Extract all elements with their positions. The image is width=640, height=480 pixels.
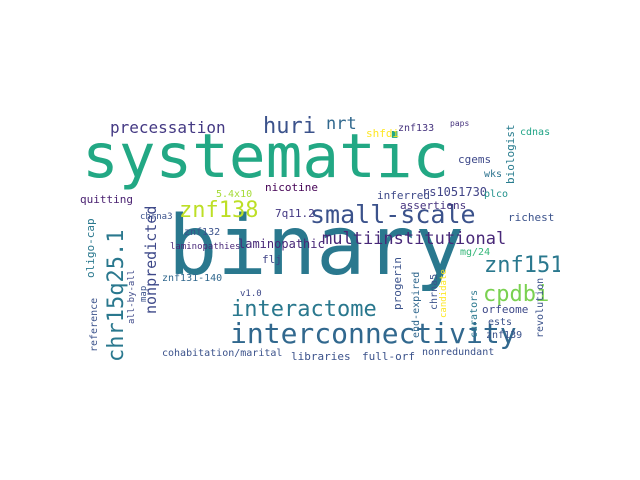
cloud-word: end-expired bbox=[411, 271, 422, 338]
cloud-word: richest bbox=[508, 211, 555, 224]
cloud-word: plco bbox=[484, 189, 509, 200]
cloud-word: progerin bbox=[391, 257, 404, 310]
cloud-word: multiinstitutional bbox=[322, 229, 507, 249]
cloud-word: shfdi bbox=[366, 127, 400, 140]
cloud-word: cdnas bbox=[520, 127, 551, 138]
cloud-word: 7q11.2 bbox=[275, 207, 315, 220]
cloud-word: nrt bbox=[326, 114, 357, 134]
cloud-word: znf132 bbox=[184, 227, 221, 238]
cloud-word: ests bbox=[488, 317, 513, 328]
cloud-word: huri bbox=[263, 114, 316, 139]
cloud-word: znf139 bbox=[486, 330, 523, 341]
cloud-word: biologist bbox=[504, 124, 517, 184]
cloud-word: paps bbox=[450, 119, 470, 128]
cloud-word: curators bbox=[469, 289, 480, 338]
cloud-word: full-orf bbox=[362, 350, 415, 363]
cloud-word: laminopathies bbox=[170, 242, 241, 252]
word-cloud: systematic binary interconnectivity smal… bbox=[80, 106, 560, 372]
cloud-word: znf151 bbox=[484, 253, 560, 278]
cloud-word: chrna3 bbox=[140, 212, 173, 222]
cloud-word: candidate bbox=[439, 269, 449, 318]
cloud-word: nicotine bbox=[265, 181, 318, 194]
cloud-word: interactome bbox=[231, 297, 377, 322]
cloud-word: nonredundant bbox=[422, 347, 495, 358]
cloud-word: 5.4x10 bbox=[216, 189, 253, 200]
cloud-word: wks bbox=[484, 169, 503, 180]
cloud-word: reference bbox=[89, 297, 100, 352]
cloud-word: oligo-cap bbox=[84, 218, 97, 278]
cloud-word: laminopathic bbox=[238, 237, 325, 251]
cloud-word: all-by-all bbox=[127, 269, 137, 324]
cloud-word: assertions bbox=[400, 199, 467, 212]
cloud-word: systematic bbox=[82, 121, 450, 192]
cloud-word: v1.0 bbox=[240, 289, 262, 299]
cloud-word: inferred bbox=[377, 189, 430, 202]
cloud-word: flj bbox=[262, 253, 282, 266]
cloud-word: binary bbox=[168, 199, 465, 294]
cloud-word: cpdbi bbox=[483, 282, 550, 307]
cloud-word: map bbox=[139, 285, 149, 302]
cloud-word: revolution bbox=[535, 277, 546, 338]
cloud-word: interconnectivity bbox=[230, 317, 517, 350]
cloud-word: chr15q25.1 bbox=[104, 229, 129, 362]
cloud-word: cgems bbox=[458, 153, 492, 166]
cloud-word: small-scale bbox=[310, 200, 476, 229]
cloud-word: precessation bbox=[110, 118, 226, 137]
cloud-word: libraries bbox=[291, 350, 351, 363]
cloud-word: rs1051730 bbox=[422, 185, 488, 199]
cloud-word: znf133 bbox=[398, 123, 435, 134]
cloud-word: mg/24 bbox=[460, 247, 491, 258]
cloud-word: quitting bbox=[80, 193, 133, 206]
cloud-word: orfeome bbox=[482, 303, 529, 316]
cloud-word: znf138 bbox=[179, 198, 259, 223]
cloud-word: cohabitation/marital bbox=[162, 348, 283, 359]
cloud-word: znf131-140 bbox=[162, 273, 223, 284]
